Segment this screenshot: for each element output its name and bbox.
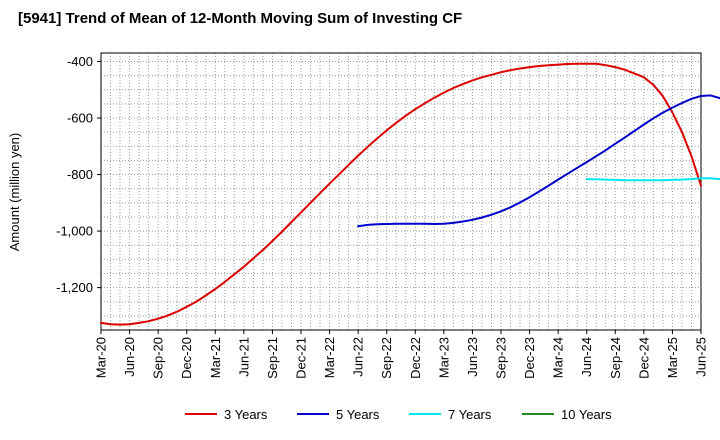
x-tick-label: Mar-21: [208, 337, 223, 378]
x-tick-label: Mar-22: [322, 337, 337, 378]
series-line-3-years: [100, 62, 702, 326]
series-line-7-years: [585, 177, 720, 182]
legend-label-7-years: 7 Years: [448, 407, 492, 422]
x-axis-ticks: Mar-20 Jun-20 Sep-20 Dec-20 Mar-21 Jun-21 Sep-…: [94, 330, 709, 379]
legend-label-3-years: 3 Years: [224, 407, 268, 422]
chart-title: [5941] Trend of Mean of 12-Month Moving …: [18, 10, 463, 27]
x-tick-label: Dec-24: [636, 337, 651, 379]
y-tick-label: -1,200: [56, 280, 93, 295]
x-tick-label: Mar-20: [94, 337, 109, 378]
legend: 3 Years 5 Years 7 Years 10 Years: [185, 407, 612, 422]
x-tick-label: Mar-24: [551, 337, 566, 378]
x-tick-label: Jun-23: [465, 337, 480, 377]
x-tick-label: Jun-24: [579, 337, 594, 377]
x-tick-label: Sep-21: [265, 337, 280, 379]
x-tick-label: Dec-23: [522, 337, 537, 379]
y-tick-label: -800: [67, 167, 93, 182]
x-tick-label: Mar-25: [665, 337, 680, 378]
y-axis-ticks: -400 -600 -800 -1,000 -1,200: [56, 54, 101, 295]
legend-label-10-years: 10 Years: [561, 407, 612, 422]
x-tick-label: Sep-23: [494, 337, 509, 379]
x-tick-label: Dec-20: [179, 337, 194, 379]
x-tick-label: Jun-21: [236, 337, 251, 377]
y-tick-label: -400: [67, 54, 93, 69]
x-tick-label: Dec-21: [294, 337, 309, 379]
series-layer: [100, 62, 720, 326]
plot-area: [101, 53, 701, 330]
plot-border: [100, 52, 702, 331]
x-tick-label: Jun-20: [122, 337, 137, 377]
x-tick-label: Jun-22: [351, 337, 366, 377]
x-tick-label: Jun-25: [694, 337, 709, 377]
legend-label-5-years: 5 Years: [336, 407, 380, 422]
y-axis-label: Amount (million yen): [7, 133, 22, 252]
x-tick-label: Dec-22: [408, 337, 423, 379]
y-tick-label: -1,000: [56, 224, 93, 239]
x-tick-label: Mar-23: [436, 337, 451, 378]
x-tick-label: Sep-22: [379, 337, 394, 379]
series-line-5-years: [357, 94, 720, 228]
x-tick-label: Sep-20: [151, 337, 166, 379]
y-tick-label: -600: [67, 111, 93, 126]
x-tick-label: Sep-24: [608, 337, 623, 379]
